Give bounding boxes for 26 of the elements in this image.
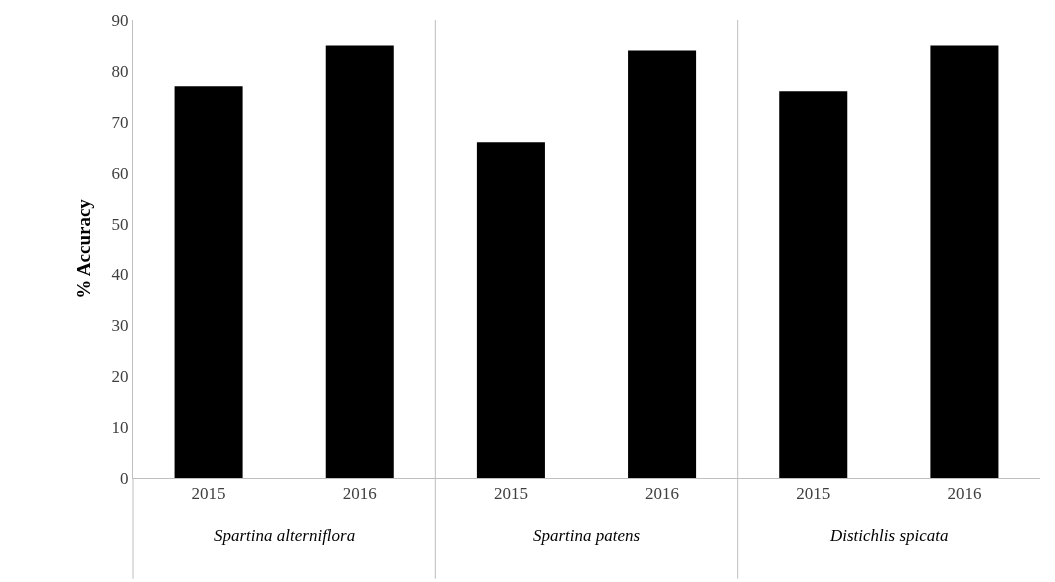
y-tick-label: 10 (111, 418, 129, 438)
x-tick-label: 2015 (493, 484, 528, 504)
bar (930, 45, 999, 478)
x-tick-label: 2016 (645, 484, 680, 504)
y-tick-label: 60 (111, 163, 129, 183)
x-tick-label: 2015 (796, 484, 831, 504)
bar (476, 142, 545, 478)
text: Spartina patens (533, 526, 641, 545)
x-tick-label: 2015 (191, 484, 226, 504)
x-tick-label: 2016 (342, 484, 377, 504)
y-tick-label: 70 (111, 112, 129, 132)
y-axis-title: % Accuracy (73, 198, 95, 299)
bar (325, 45, 394, 478)
y-tick-label: 50 (111, 214, 129, 234)
text: Spartina alterniflora (214, 526, 356, 545)
y-tick-label: 90 (111, 10, 129, 30)
y-tick-label: 0 (120, 468, 129, 488)
bar (628, 50, 697, 478)
y-tick-label: 30 (111, 316, 129, 336)
y-tick-label: 80 (111, 61, 129, 81)
y-tick-label: 40 (111, 265, 129, 285)
bar (174, 86, 243, 478)
bar (779, 91, 848, 478)
x-tick-label: 2016 (947, 484, 982, 504)
text: Distichlis spicata (829, 526, 949, 545)
y-tick-label: 20 (111, 367, 129, 387)
